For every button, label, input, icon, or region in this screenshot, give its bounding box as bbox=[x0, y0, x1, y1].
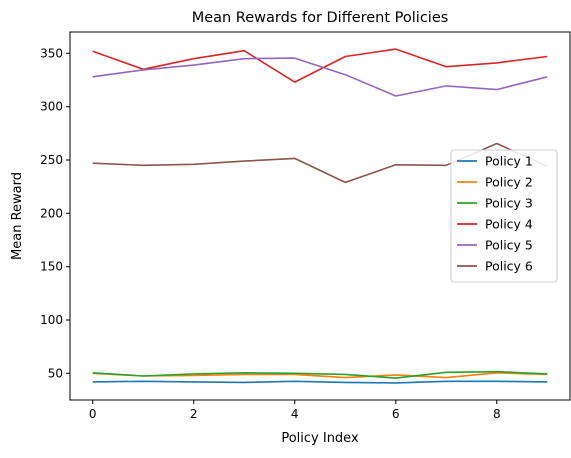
chart-title: Mean Rewards for Different Policies bbox=[192, 10, 449, 26]
plot-lines bbox=[92, 48, 548, 384]
x-tick-label: 2 bbox=[190, 407, 198, 421]
legend: Policy 1 Policy 2 Policy 3 Policy 4 Policy 5… bbox=[450, 149, 558, 283]
x-tick-label: 6 bbox=[392, 407, 400, 421]
legend-label: Policy 2 bbox=[485, 175, 533, 190]
legend-label: Policy 5 bbox=[485, 238, 533, 253]
series-line-5 bbox=[92, 57, 548, 97]
x-tick-label: 0 bbox=[89, 407, 97, 421]
series-line-4 bbox=[92, 48, 548, 83]
y-tick-label: 250 bbox=[40, 153, 63, 167]
x-tick-label: 8 bbox=[493, 407, 501, 421]
legend-label: Policy 3 bbox=[485, 196, 533, 211]
x-axis: 0 2 4 6 8 bbox=[89, 400, 501, 421]
y-tick-label: 50 bbox=[48, 366, 63, 380]
series-line-1 bbox=[92, 380, 548, 384]
y-axis: 50 100 150 200 250 300 350 bbox=[40, 46, 70, 380]
y-tick-label: 300 bbox=[40, 100, 63, 114]
x-axis-label: Policy Index bbox=[281, 431, 359, 446]
y-tick-label: 100 bbox=[40, 313, 63, 327]
y-tick-label: 200 bbox=[40, 206, 63, 220]
y-axis-label: Mean Reward bbox=[10, 172, 25, 260]
x-tick-label: 4 bbox=[291, 407, 299, 421]
y-tick-label: 350 bbox=[40, 46, 63, 60]
legend-label: Policy 6 bbox=[485, 259, 533, 274]
legend-box bbox=[450, 149, 558, 283]
legend-label: Policy 1 bbox=[485, 154, 533, 169]
legend-label: Policy 4 bbox=[485, 217, 533, 232]
plot-frame bbox=[69, 31, 571, 401]
series-line-3 bbox=[92, 370, 548, 379]
y-tick-label: 150 bbox=[40, 260, 63, 274]
